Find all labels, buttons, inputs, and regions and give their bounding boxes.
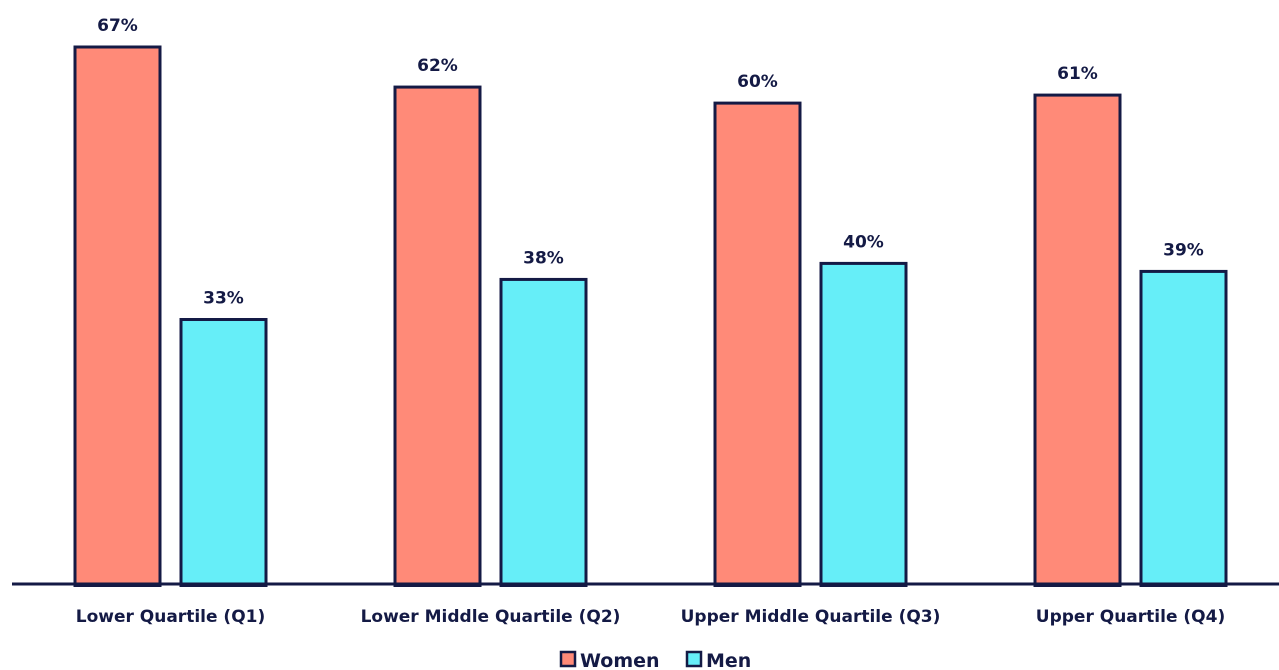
- value-label-men-q3: 40%: [843, 232, 884, 252]
- bar-women-q4: [1033, 93, 1122, 588]
- category-label-q3: Upper Middle Quartile (Q3): [681, 607, 941, 627]
- category-label-q1: Lower Quartile (Q1): [76, 607, 266, 627]
- bar-men-q1: [179, 318, 268, 587]
- bar-men-q2: [499, 277, 588, 587]
- value-label-men-q1: 33%: [203, 289, 244, 309]
- value-label-women-q2: 62%: [417, 56, 458, 76]
- legend-swatch-men: [685, 650, 703, 668]
- bar-women-q2: [393, 85, 482, 588]
- legend-label-women: Women: [580, 650, 660, 670]
- category-label-q4: Upper Quartile (Q4): [1036, 607, 1225, 627]
- category-label-q2: Lower Middle Quartile (Q2): [361, 607, 621, 627]
- value-labels-group: 67% 33% 62% 38% 60% 40% 61% 39%: [97, 16, 1204, 309]
- bar-men-q4: [1139, 269, 1228, 587]
- value-label-women-q4: 61%: [1057, 64, 1098, 84]
- value-label-men-q4: 39%: [1163, 240, 1204, 260]
- bar-women-q1: [73, 45, 162, 587]
- bar-men-q3: [819, 261, 908, 587]
- legend-swatch-women: [559, 650, 577, 668]
- legend-label-men: Men: [706, 650, 751, 670]
- bar-women-q3: [713, 101, 802, 587]
- legend: Women Men: [559, 650, 751, 670]
- value-label-women-q1: 67%: [97, 16, 138, 36]
- value-label-women-q3: 60%: [737, 72, 778, 92]
- value-label-men-q2: 38%: [523, 248, 564, 268]
- category-labels-group: Lower Quartile (Q1) Lower Middle Quartile…: [76, 607, 1225, 627]
- bars-group: [73, 45, 1228, 588]
